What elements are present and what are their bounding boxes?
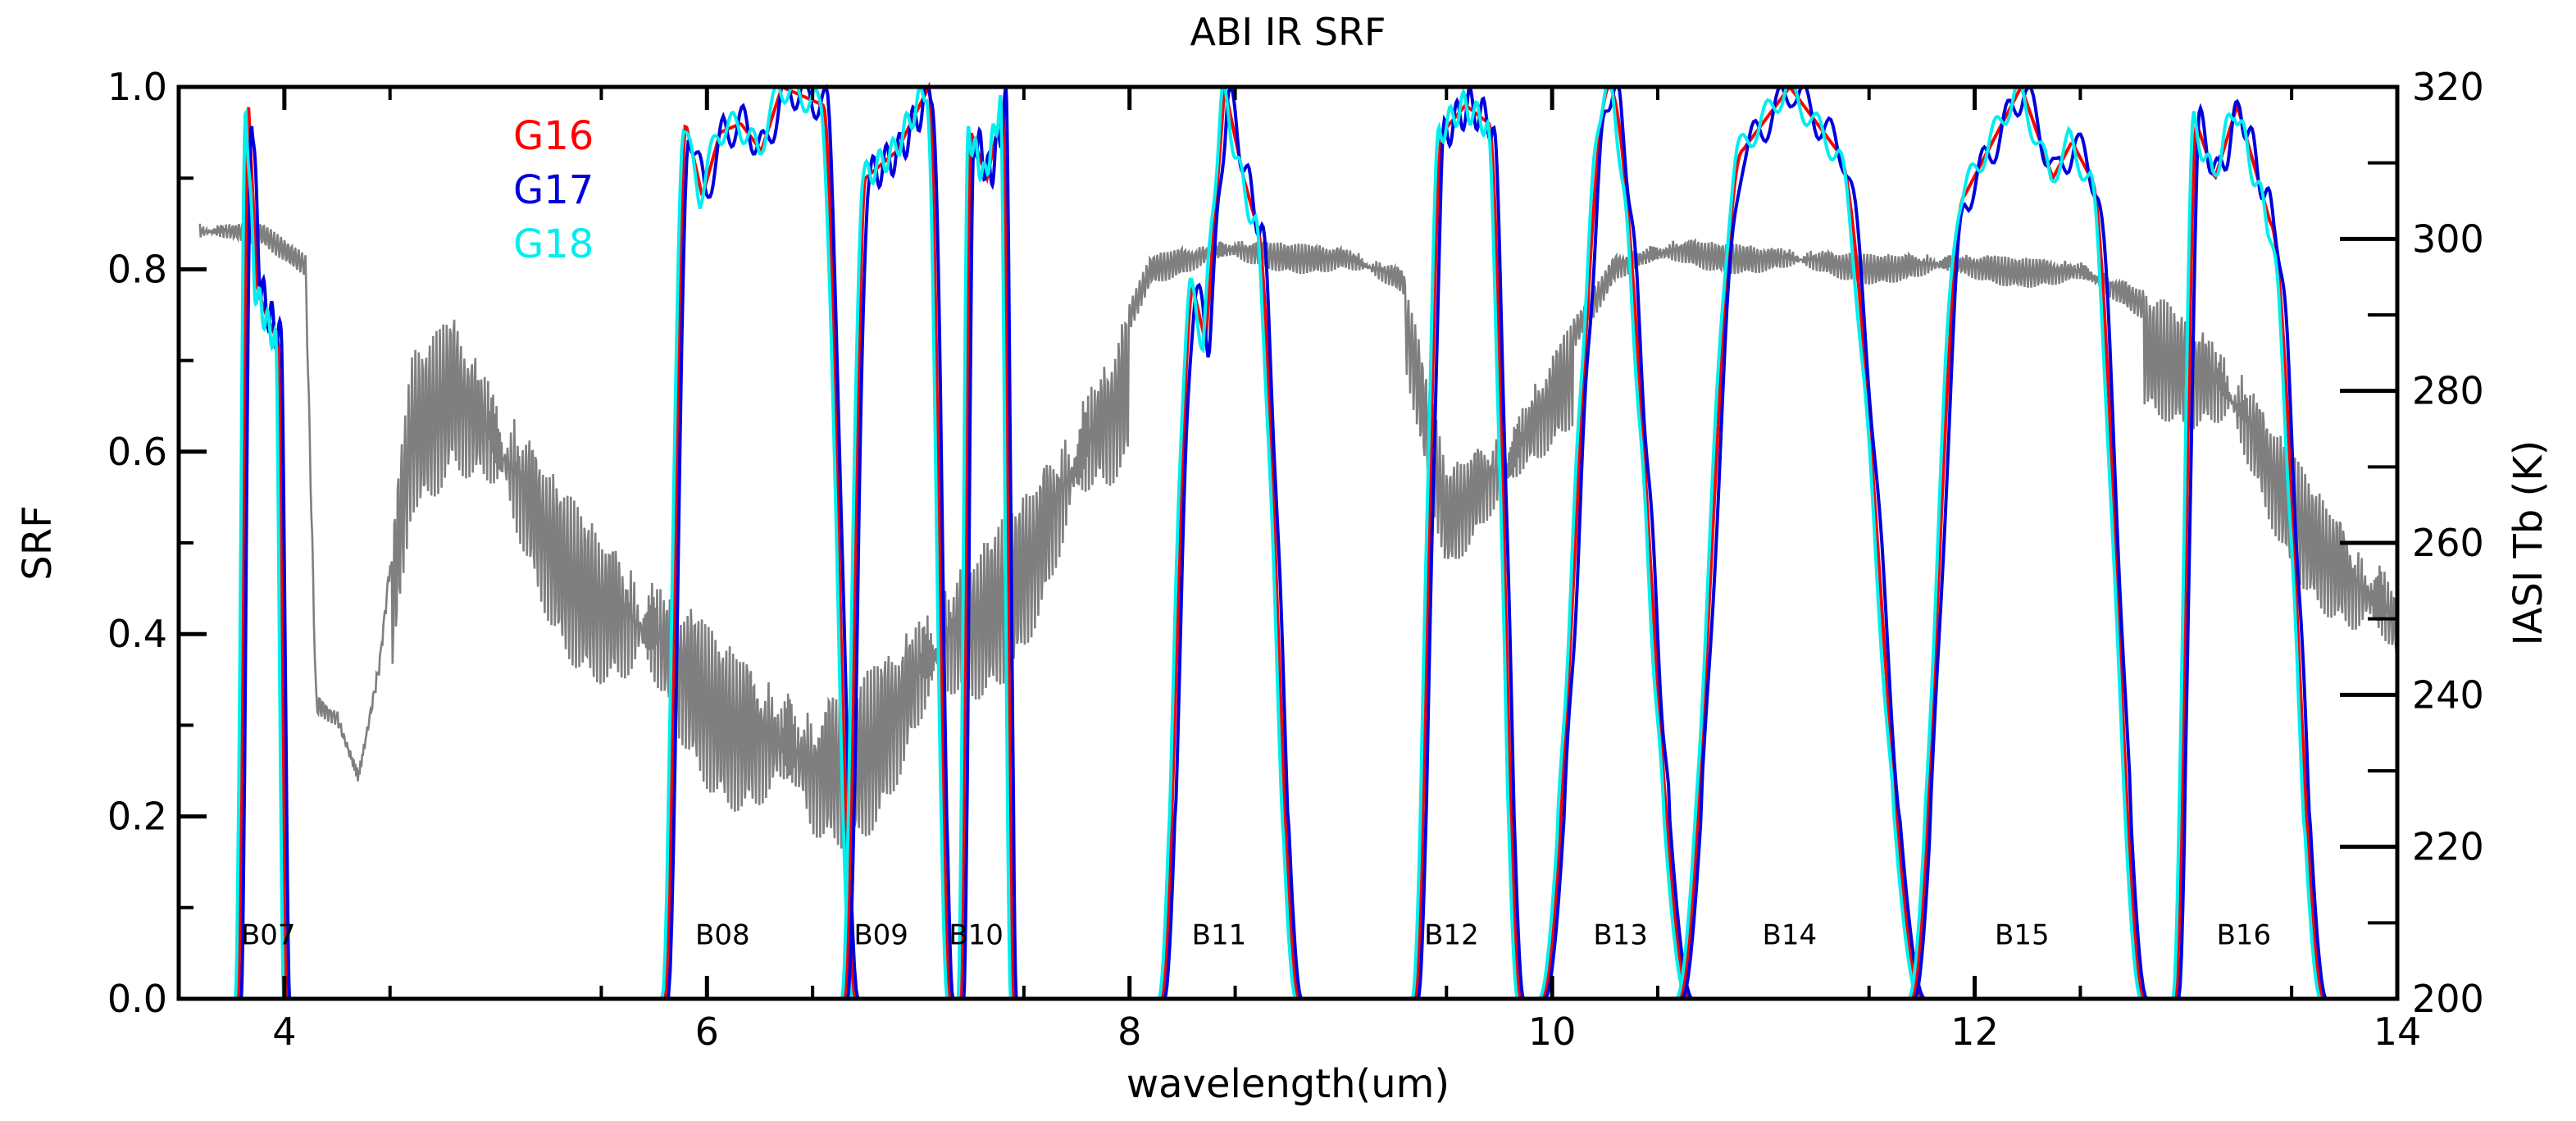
srf-g17-b16 (2154, 98, 2345, 1000)
y2-tick-label: 200 (2412, 977, 2484, 1021)
srf-g16-b11 (1140, 87, 1320, 1000)
y-tick-label: 0.8 (107, 247, 167, 291)
y2-tick-label: 320 (2412, 65, 2484, 109)
srf-g16-b16 (2154, 99, 2345, 1000)
srf-g16-b12 (1393, 103, 1542, 1000)
y-axis-label: SRF (15, 505, 61, 580)
x-tick-label: 14 (2373, 1009, 2422, 1054)
legend-entry-g17: G17 (513, 167, 594, 213)
band-label-b11: B11 (1192, 918, 1247, 951)
band-label-layer: B07 B08 B09 B10 B11 B12 B13 B14 B15 B16 (241, 918, 2271, 951)
srf-g18-b13 (1520, 85, 1711, 1000)
y-tick-label: 0.4 (107, 612, 167, 656)
srf-g17-b12 (1393, 84, 1542, 1000)
y2-tick-label: 220 (2412, 825, 2484, 869)
band-label-b08: B08 (695, 918, 750, 951)
band-label-b15: B15 (1995, 918, 2050, 951)
srf-g17-b08 (644, 84, 876, 1000)
y2-tick-label: 280 (2412, 369, 2484, 413)
srf-g17-b15 (1890, 84, 2165, 1000)
legend-entry-g16: G16 (513, 113, 594, 159)
srf-g18-b11 (1140, 85, 1320, 1000)
band-label-b10: B10 (949, 918, 1004, 951)
y-tick-label: 1.0 (107, 65, 167, 109)
legend: G16 G17 G18 (513, 113, 594, 267)
x-tick-label: 10 (1528, 1009, 1577, 1054)
band-label-b13: B13 (1593, 918, 1648, 951)
srf-g18-b16 (2154, 111, 2345, 1000)
x-tick-label: 12 (1950, 1009, 1999, 1054)
srf-g17-b13 (1520, 85, 1711, 1000)
ticks-layer: 4 6 8 10 12 14 0.0 0.2 0.4 0.6 0.8 1.0 200 220 240 260 2… (107, 65, 2484, 1054)
band-label-b14: B14 (1763, 918, 1818, 951)
chart-title: ABI IR SRF (1190, 10, 1386, 54)
srf-g16-b14 (1658, 84, 1943, 1000)
band-label-b07: B07 (241, 918, 296, 951)
srf-g18-b07 (216, 107, 308, 1000)
y2-tick-label: 300 (2412, 216, 2484, 261)
y2-tick-label: 240 (2412, 672, 2484, 717)
srf-g16-b15 (1890, 85, 2165, 1000)
srf-g18-b15 (1890, 85, 2165, 1000)
srf-g18-b08 (644, 85, 876, 1000)
y-tick-label: 0.0 (107, 977, 167, 1021)
srf-g18-b12 (1393, 88, 1542, 1000)
legend-entry-g18: G18 (513, 221, 594, 267)
y-tick-label: 0.6 (107, 430, 167, 474)
y2-axis-label: IASI Tb (K) (2505, 440, 2551, 646)
iasi-tb-layer (198, 222, 2399, 849)
srf-g18-b14 (1658, 85, 1943, 1000)
iasi-tb-line (198, 222, 2399, 849)
srf-g16-b08 (644, 85, 876, 1000)
srf-g18-b09 (823, 84, 972, 1000)
srf-g17-b14 (1658, 84, 1943, 1000)
x-tick-label: 6 (695, 1009, 719, 1054)
band-label-b12: B12 (1424, 918, 1479, 951)
x-tick-label: 4 (272, 1009, 296, 1054)
srf-g17-b11 (1140, 86, 1320, 1000)
srf-g16-b13 (1520, 84, 1711, 1000)
y2-tick-label: 260 (2412, 521, 2484, 565)
x-axis-label: wavelength(um) (1126, 1061, 1450, 1107)
band-label-b16: B16 (2217, 918, 2272, 951)
band-label-b09: B09 (853, 918, 908, 951)
y-tick-label: 0.2 (107, 795, 167, 839)
x-tick-label: 8 (1117, 1009, 1141, 1054)
